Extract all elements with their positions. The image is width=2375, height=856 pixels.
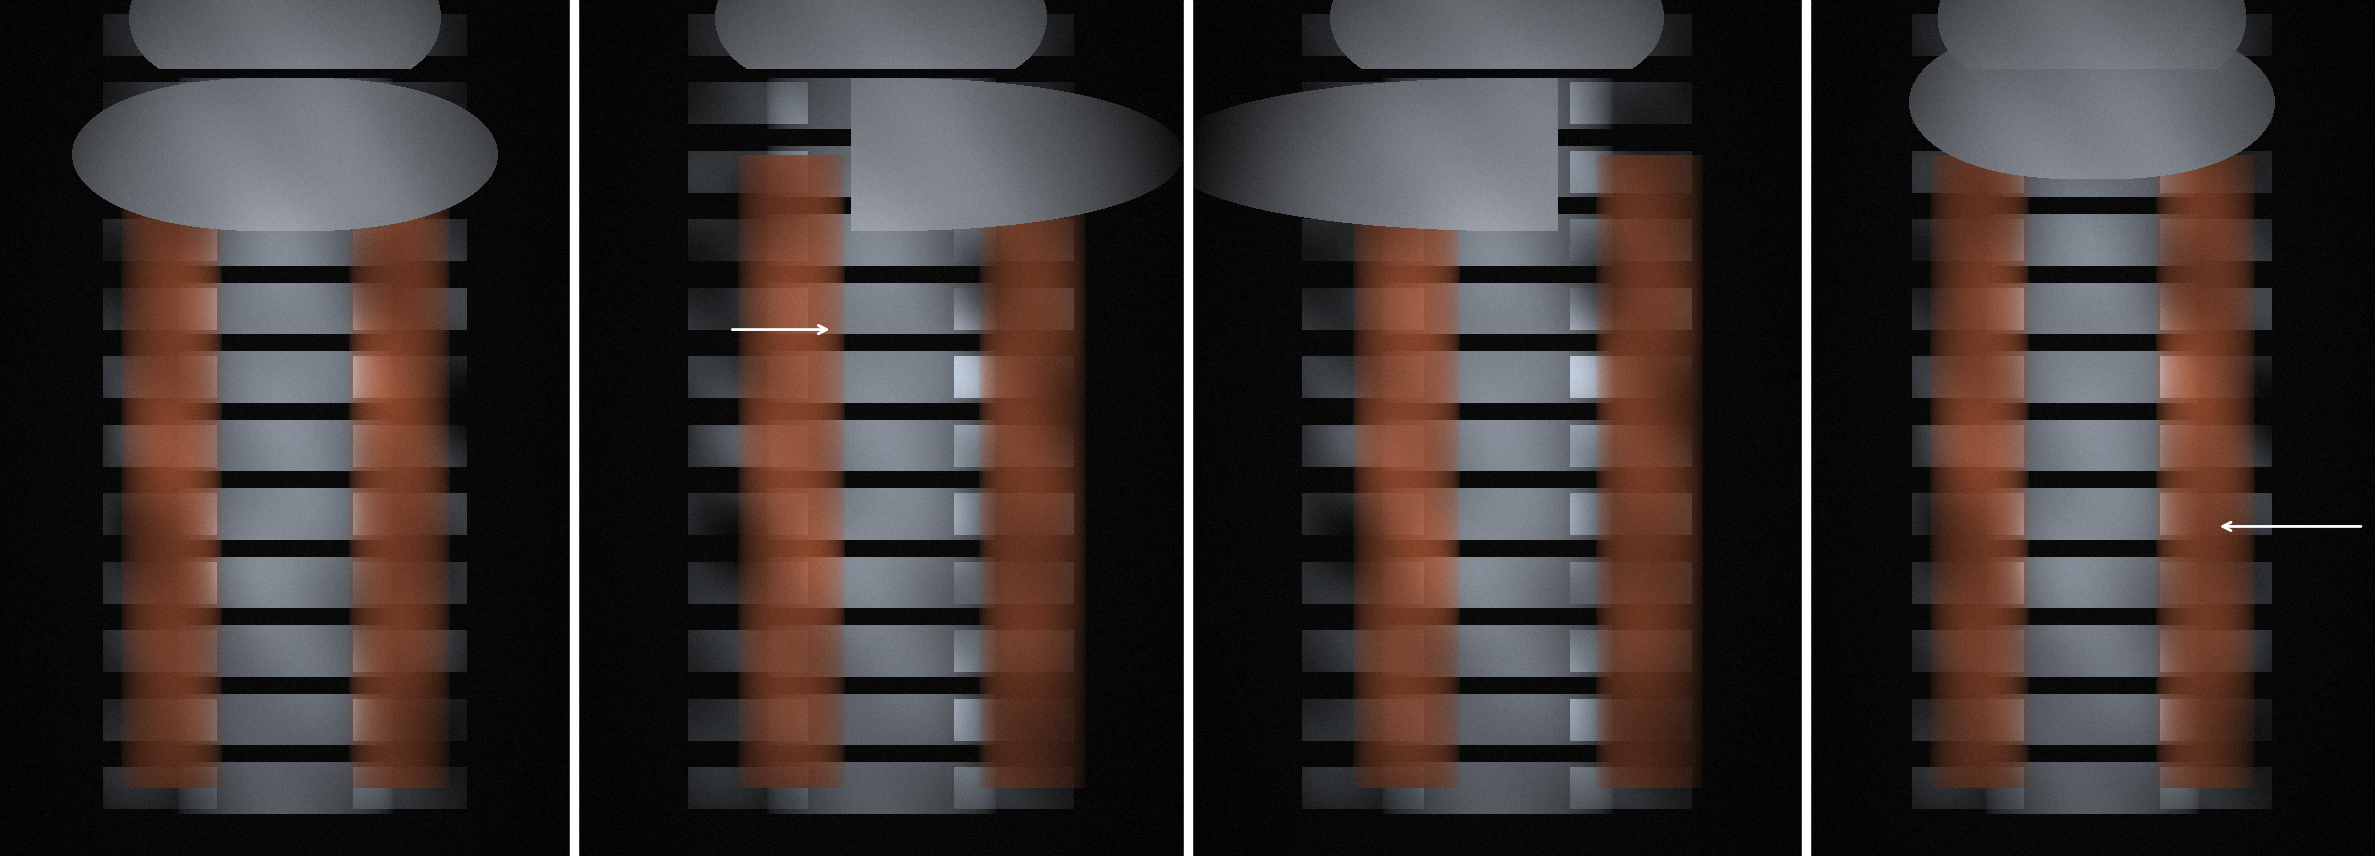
Bar <box>570 0 577 856</box>
Bar <box>1185 0 1192 856</box>
Bar <box>1803 0 1810 856</box>
